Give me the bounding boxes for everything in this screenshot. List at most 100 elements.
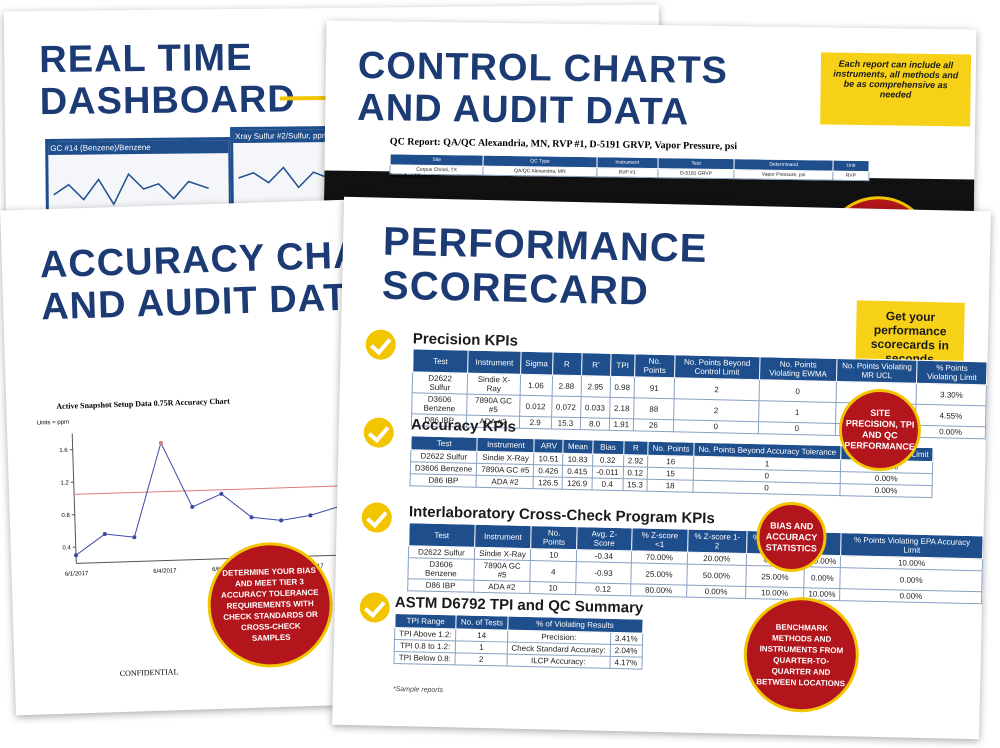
astm-table: TPI Range No. of Tests% of Violating Resu… (393, 613, 643, 670)
title-line: AND AUDIT DATA (357, 86, 690, 134)
cell: 0.033 (580, 396, 610, 419)
title-line: SCORECARD (381, 263, 650, 314)
cell: 4.17% (609, 656, 642, 670)
check-icon (361, 502, 393, 533)
header-cell: No. Points Violating EWMA (759, 356, 837, 382)
check-icon (365, 329, 397, 360)
header-cell: % Points Violating Limit (916, 360, 987, 385)
sparkline (53, 172, 209, 206)
cell: 91 (634, 376, 675, 399)
cell: 88 (633, 397, 674, 420)
point (249, 515, 254, 520)
cell: 80.00% (630, 583, 687, 598)
cell: 0 (673, 419, 759, 434)
cell: Sindie X-Ray (467, 373, 521, 396)
title-line: PERFORMANCE (382, 219, 708, 271)
cell: 2 (673, 398, 759, 422)
cell: D86 IBP (410, 473, 477, 488)
cell: 10.51 (533, 452, 564, 466)
header-cell: Mean (563, 439, 593, 454)
cell: 2.88 (551, 374, 582, 397)
point (190, 504, 195, 509)
cell: 0.00% (804, 566, 841, 589)
sparkline (238, 166, 334, 189)
y-tick-label: 0.8 (61, 513, 70, 519)
cell: 1 (758, 400, 837, 424)
point (74, 553, 79, 558)
trace (238, 166, 334, 189)
header-cell: Bias (592, 439, 624, 455)
cell: 1.06 (519, 374, 553, 396)
header-cell: TPI Range (394, 613, 457, 629)
header-cell: % Points Violating EPA Accuracy Limit (840, 532, 984, 559)
cell: D3606 Benzene (411, 392, 468, 416)
cell: 0.12 (622, 466, 648, 480)
cell: -0.93 (575, 561, 632, 584)
header-cell: No. Points (634, 353, 675, 378)
header-cell: No. Points Beyond Control Limit (674, 354, 760, 380)
cell: 2.95 (580, 375, 611, 398)
check-icon (359, 592, 391, 623)
cell: 15.3 (550, 416, 581, 430)
accuracy-title: ACCURACY CHAR AND AUDIT DATA (39, 233, 366, 328)
chart-title: Active Snapshot Setup Data 0.75R Accurac… (56, 396, 230, 410)
cell: 10 (530, 548, 577, 562)
cell: 15 (647, 467, 694, 481)
accuracy-card: ACCURACY CHAR AND AUDIT DATA Active Snaps… (0, 199, 366, 716)
point (102, 532, 107, 537)
cell: 50.00% (686, 564, 746, 587)
cell: 25.00% (630, 562, 688, 586)
cell: 126.9 (562, 477, 592, 490)
cell: 0.00% (686, 585, 746, 599)
ilcp-table: Test Instrument No. Points Avg. Z-Score % Z-… (407, 522, 984, 604)
cell: 2.04% (610, 644, 643, 658)
cell: D2622 Sulfur (412, 371, 468, 395)
header-cell: Instrument (474, 524, 532, 549)
title-line: CONTROL CHARTS (357, 44, 729, 93)
header-cell: Avg. Z-Score (576, 526, 632, 551)
cell: ILCP Accuracy: (506, 654, 611, 669)
trace (53, 172, 209, 206)
header-cell: % Z-score 1-2 (687, 529, 747, 554)
cell: 2.18 (609, 397, 635, 419)
cell: 0.00% (839, 483, 933, 498)
badge: BENCHMARK METHODS AND INSTRUMENTS FROM Q… (742, 595, 861, 714)
header-cell: No. Points (531, 525, 578, 550)
dashboard-card: REAL TIME DASHBOARD GC #14 (Benzene)/Benz… (3, 4, 662, 247)
cell: 10.83 (563, 453, 593, 466)
cell: 15.3 (622, 478, 648, 492)
cell: 0.00% (839, 588, 982, 604)
cell: 4 (530, 560, 577, 583)
cell: 2.92 (623, 454, 648, 468)
cell: 1.91 (608, 418, 634, 431)
header-cell: Unit (832, 160, 870, 172)
scorecard-title: PERFORMANCE SCORECARD (382, 220, 708, 315)
header-cell: Sigma (520, 351, 553, 375)
header-cell: ARV (534, 438, 564, 454)
point (219, 491, 224, 496)
header-cell: Test (410, 435, 478, 452)
cell: 0.12 (575, 582, 631, 596)
section-label: Snapshot History (389, 173, 434, 180)
header-cell: No. Points Violating MR UCL (836, 358, 918, 384)
cell: 18 (647, 479, 694, 493)
cell: RVP #1 (596, 167, 658, 178)
cell: 7890A GC #5 (466, 394, 520, 417)
cell: 0 (758, 379, 837, 403)
panel: Xray Sulfur #2/Sulfur, ppm (230, 125, 348, 234)
cell: 10 (530, 581, 576, 595)
header-cell: Test (408, 522, 475, 548)
point (132, 535, 137, 540)
cell: 0.426 (533, 464, 564, 478)
cell: D-5191 GRVP (657, 168, 735, 179)
y-tick-label: 1.6 (59, 448, 68, 454)
cell: 16 (647, 455, 694, 469)
header-cell: Test (412, 348, 469, 374)
report-title: QC Report: QA/QC Alexandria, MN, RVP #1,… (389, 136, 738, 153)
cell: 0.4 (591, 477, 623, 491)
cell: 3.30% (916, 383, 987, 406)
cell: 0.072 (551, 395, 581, 418)
section-heading: Precision KPIs (412, 330, 519, 350)
cell: 2.9 (519, 416, 552, 429)
cell: -0.011 (591, 465, 624, 479)
